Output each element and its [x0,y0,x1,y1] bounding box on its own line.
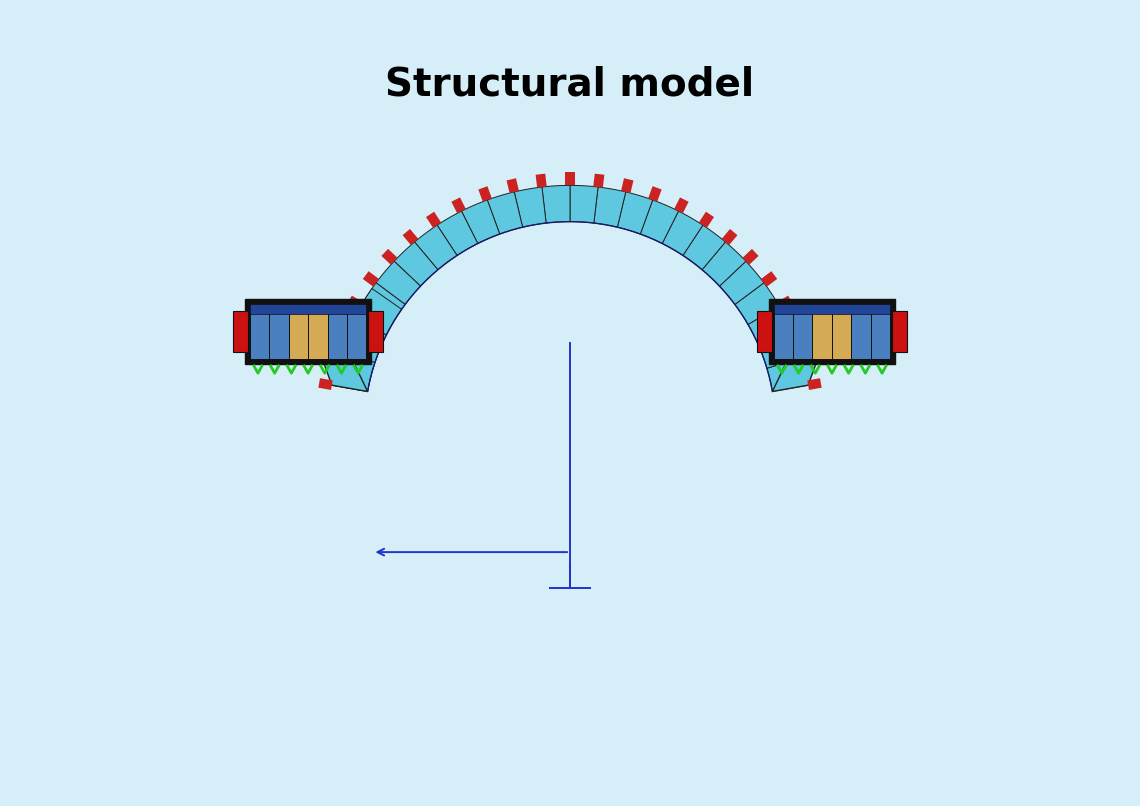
Polygon shape [479,186,491,202]
Bar [757,311,772,352]
Bar [234,311,249,352]
Polygon shape [514,187,546,227]
Polygon shape [536,173,547,188]
Text: Structural model: Structural model [385,65,755,104]
Polygon shape [376,261,421,305]
Polygon shape [800,350,815,363]
Polygon shape [302,304,367,392]
Polygon shape [742,249,758,264]
Polygon shape [565,172,575,185]
Polygon shape [649,186,661,202]
Polygon shape [719,261,764,305]
Polygon shape [382,249,398,264]
Bar [813,304,832,359]
Polygon shape [722,229,738,245]
Polygon shape [360,283,405,325]
Polygon shape [332,358,373,392]
Polygon shape [348,306,392,346]
Bar [768,299,895,364]
Bar [288,304,308,359]
Polygon shape [767,358,808,392]
Bar [852,304,871,359]
Polygon shape [318,378,333,390]
Polygon shape [347,296,363,310]
Bar [347,304,366,359]
Polygon shape [735,283,780,325]
Bar [793,304,813,359]
Bar [269,304,288,359]
Polygon shape [402,229,418,245]
Polygon shape [542,185,570,223]
Polygon shape [777,296,793,310]
Bar [245,299,372,364]
Bar [368,311,383,352]
Polygon shape [426,212,441,228]
Polygon shape [394,242,438,286]
Polygon shape [674,197,689,214]
Polygon shape [790,322,806,336]
Polygon shape [618,192,653,234]
Polygon shape [807,378,822,390]
Polygon shape [437,211,478,256]
Polygon shape [506,178,519,193]
Bar [774,304,793,359]
Polygon shape [462,200,499,243]
Polygon shape [415,225,457,270]
Polygon shape [487,192,522,234]
Polygon shape [451,197,466,214]
Polygon shape [621,178,634,193]
Bar [250,304,366,314]
Bar [308,304,327,359]
Polygon shape [683,225,725,270]
Bar [891,311,906,352]
Polygon shape [593,173,604,188]
Bar [327,304,347,359]
Bar [774,304,890,314]
Bar [250,304,269,359]
Polygon shape [702,242,746,286]
Polygon shape [363,271,378,287]
Polygon shape [773,304,838,392]
Polygon shape [762,271,777,287]
Polygon shape [662,211,703,256]
Bar [871,304,890,359]
Polygon shape [641,200,678,243]
Polygon shape [325,350,340,363]
Bar [832,304,852,359]
Polygon shape [332,351,375,392]
Polygon shape [334,322,350,336]
Polygon shape [759,331,801,368]
Polygon shape [570,185,598,223]
Polygon shape [748,306,792,346]
Polygon shape [339,331,381,368]
Polygon shape [594,187,626,227]
Polygon shape [341,318,386,363]
Polygon shape [699,212,714,228]
Polygon shape [353,289,401,335]
